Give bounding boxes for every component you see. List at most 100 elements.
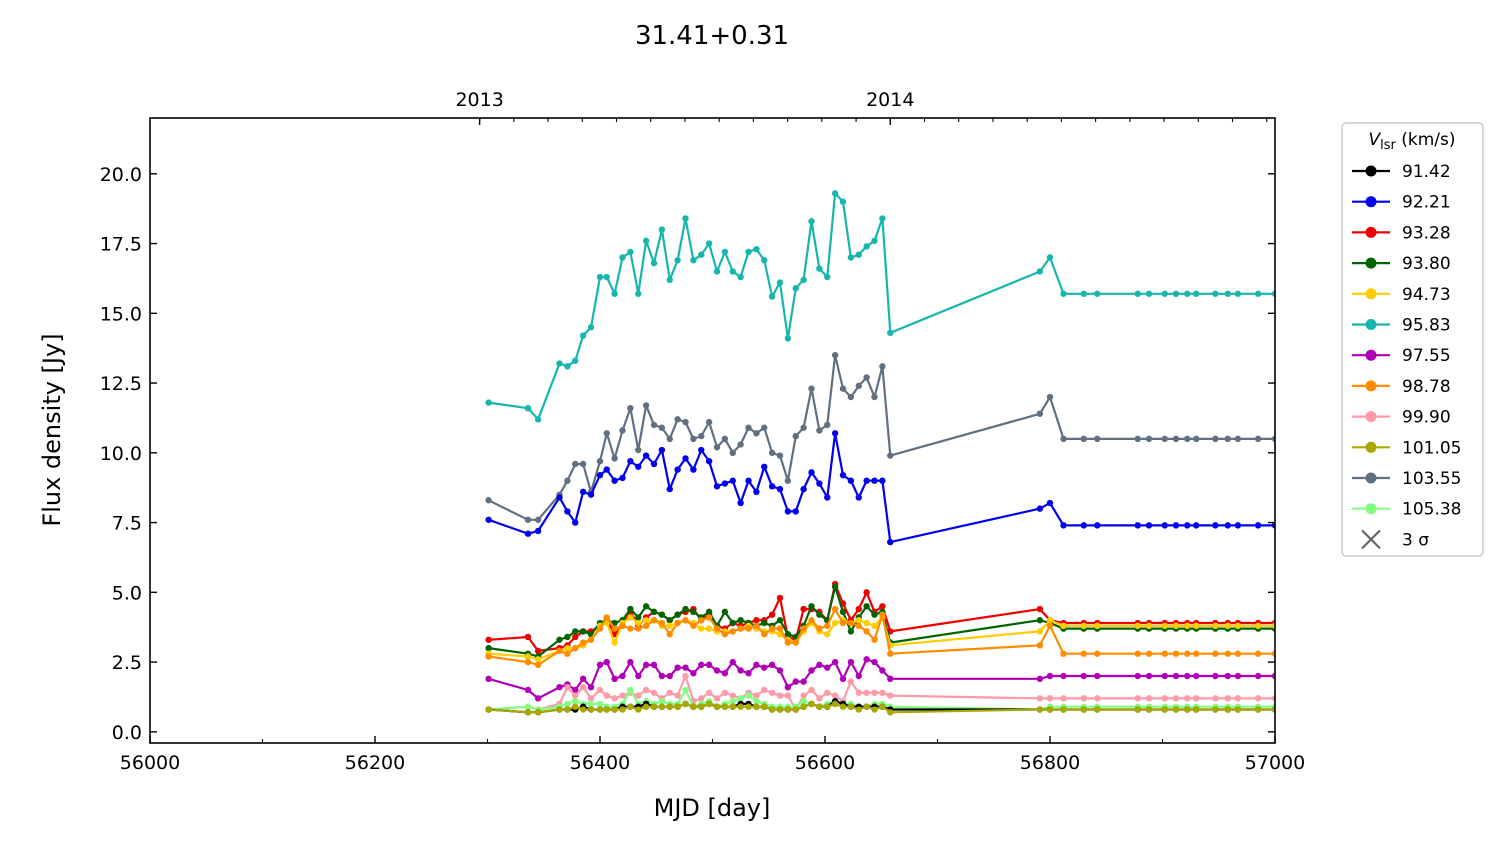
data-point: [713, 625, 721, 632]
data-point: [745, 670, 752, 677]
legend-marker: [1365, 441, 1377, 453]
data-point: [1134, 522, 1141, 529]
data-point: [824, 630, 831, 638]
data-point: [596, 706, 604, 713]
data-point: [1036, 605, 1044, 613]
data-point: [611, 675, 618, 683]
data-point: [855, 605, 862, 613]
data-point: [666, 672, 673, 680]
legend-item: 99.90: [1352, 408, 1451, 428]
data-point: [564, 683, 571, 691]
data-point: [831, 619, 839, 627]
data-point: [1224, 435, 1231, 443]
data-point: [1134, 435, 1141, 443]
data-point: [698, 661, 705, 669]
data-point: [564, 644, 571, 652]
data-point: [1094, 695, 1101, 702]
data-point: [887, 538, 894, 546]
data-point: [1080, 695, 1087, 702]
legend-item: 92.21: [1352, 193, 1451, 213]
series-97.55: [485, 656, 1275, 702]
data-point: [666, 435, 673, 443]
data-point: [1145, 695, 1153, 702]
data-point: [800, 697, 807, 705]
data-point: [1080, 290, 1087, 297]
data-point: [658, 619, 666, 627]
data-point: [1036, 675, 1044, 683]
data-point: [1212, 290, 1219, 297]
data-point: [871, 689, 878, 696]
data-point: [800, 605, 807, 613]
data-point: [737, 667, 744, 674]
data-point: [887, 692, 894, 699]
x-axis-label: MJD [day]: [654, 794, 771, 822]
data-point: [635, 619, 642, 627]
data-point: [564, 700, 571, 708]
data-point: [737, 703, 744, 710]
data-point: [792, 285, 799, 292]
x-tick-label: 56400: [570, 752, 630, 774]
data-point: [635, 692, 642, 699]
data-point: [682, 664, 689, 671]
data-point: [698, 432, 705, 440]
data-point: [847, 658, 855, 666]
data-point: [642, 603, 650, 610]
data-point: [1134, 695, 1141, 702]
data-point: [879, 689, 886, 696]
data-point: [635, 290, 642, 297]
data-point: [611, 625, 618, 632]
data-point: [729, 658, 736, 666]
data-point: [863, 603, 870, 610]
data-point: [753, 622, 760, 630]
data-point: [1184, 672, 1191, 680]
data-point: [1145, 650, 1153, 657]
data-point: [627, 658, 634, 666]
y-tick-label: 15.0: [100, 303, 142, 325]
data-point: [721, 435, 729, 443]
data-point: [1193, 650, 1200, 657]
data-point: [831, 190, 839, 197]
data-point: [1046, 622, 1054, 630]
data-point: [627, 457, 634, 465]
data-point: [863, 689, 870, 696]
data-point: [729, 477, 736, 484]
data-point: [524, 709, 532, 716]
data-point: [839, 608, 847, 616]
data-point: [682, 672, 689, 680]
data-point: [879, 603, 886, 610]
data-point: [824, 622, 831, 630]
data-point: [1036, 268, 1044, 275]
data-point: [579, 628, 587, 635]
data-point: [784, 639, 792, 646]
data-point: [1212, 435, 1219, 443]
data-point: [792, 508, 799, 515]
data-point: [705, 614, 713, 621]
data-point: [1036, 695, 1044, 702]
data-point: [705, 418, 713, 426]
legend-marker: [1365, 380, 1377, 392]
data-point: [887, 329, 894, 337]
data-point: [556, 494, 563, 501]
data-point: [1224, 695, 1231, 702]
series-line: [488, 616, 1275, 661]
y-tick-label: 7.5: [112, 513, 142, 535]
data-point: [887, 650, 894, 657]
data-point: [666, 703, 673, 710]
data-point: [871, 622, 878, 630]
data-point: [1094, 522, 1101, 529]
legend-label: 97.55: [1402, 346, 1451, 366]
data-point: [761, 424, 768, 431]
data-point: [524, 658, 532, 666]
data-point: [564, 706, 571, 713]
data-point: [792, 678, 799, 685]
data-point: [879, 215, 886, 222]
data-point: [1046, 706, 1054, 713]
data-point: [524, 633, 532, 641]
data-point: [831, 692, 839, 699]
data-point: [650, 259, 658, 267]
data-point: [839, 471, 847, 479]
data-point: [1254, 650, 1262, 657]
data-point: [587, 700, 595, 708]
data-point: [1060, 622, 1067, 630]
cross-icon: [1361, 529, 1381, 550]
